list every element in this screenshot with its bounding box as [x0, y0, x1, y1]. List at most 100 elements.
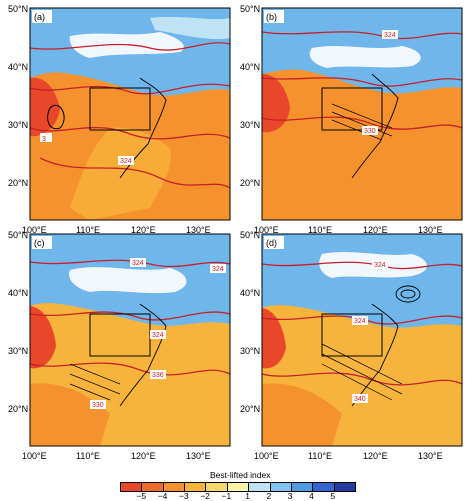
hatch: [321, 343, 403, 401]
lat-tick: 50°N: [8, 230, 28, 240]
unstable-region: [262, 74, 290, 133]
lon-tick: 110°E: [308, 225, 332, 235]
unstable-region: [30, 306, 56, 369]
panel-label-bg: [32, 236, 52, 249]
lon-tick: 130°E: [418, 451, 443, 461]
map-frame: [261, 7, 463, 221]
contour-label-bg: [352, 394, 368, 403]
lon-tick: 120°E: [363, 451, 388, 461]
lon-tick: 100°E: [254, 451, 279, 461]
panel-label: (b): [266, 12, 277, 22]
colorbar-tick-label: 1: [245, 491, 250, 501]
contour-label-bg: [40, 133, 52, 142]
colorbar-tick-label: −3: [178, 491, 189, 501]
panel-label-bg: [32, 10, 52, 23]
contour-label: 324: [152, 332, 164, 339]
red-contour-2: [29, 311, 231, 321]
lat-tick: 40°N: [8, 62, 28, 72]
colorbar-tick-label: −4: [157, 491, 168, 501]
map-frame: [261, 233, 463, 447]
panel-label-bg: [264, 10, 284, 23]
contour-label: 324: [212, 266, 224, 273]
stable-region: [309, 46, 421, 68]
contour-label: 324: [354, 318, 366, 325]
contour-label: 330: [364, 128, 376, 135]
study-area-box: [321, 87, 383, 131]
lon-tick: 120°E: [131, 225, 156, 235]
red-contour-2: [29, 83, 231, 95]
hatch: [69, 363, 121, 401]
panel-label-bg: [264, 236, 284, 249]
moderate-region: [70, 127, 171, 220]
study-area-box: [321, 313, 383, 357]
lon-tick: 110°E: [308, 451, 332, 461]
colorbar-tick-label: 5: [330, 491, 336, 501]
panel-a-map: (a) 3 324 50°N 40°N 30°N 20°N 100°E 110°…: [8, 4, 231, 235]
colorbar-swatch: [290, 483, 313, 491]
lat-tick: 40°N: [240, 288, 260, 298]
contour-label: 324: [374, 262, 386, 269]
lat-tick: 20°N: [240, 178, 260, 188]
colorbar-swatch: [269, 483, 291, 491]
colorbar-tick-label: −2: [200, 491, 210, 501]
colorbar-swatch: [184, 483, 206, 491]
contour-label: 324: [384, 32, 396, 39]
lon-tick: 100°E: [22, 451, 47, 461]
lon-tick: 100°E: [254, 225, 279, 235]
panel-d: (d) 324 324 340 50°N 40°N 30°N 20°N 100°…: [240, 226, 466, 464]
contour-label: 3: [42, 136, 46, 143]
colorbar-tick-label: −5: [136, 491, 147, 501]
lat-tick: 40°N: [8, 288, 28, 298]
colorbar-title: Best-lifted index: [210, 470, 271, 480]
orange-region: [30, 383, 110, 446]
contour-label: 340: [354, 396, 366, 403]
red-contour-3: [29, 362, 231, 376]
colorbar-swatch: [226, 483, 249, 491]
lon-tick: 110°E: [76, 225, 100, 235]
contour-label: 336: [152, 372, 164, 379]
contour-label: 324: [132, 260, 144, 267]
coastline: [351, 303, 399, 407]
red-contour-1: [29, 259, 231, 268]
colorbar-tick-label: 4: [309, 491, 314, 501]
red-contour-3: [261, 116, 463, 130]
light-blue-region: [150, 16, 230, 40]
colorbar: [120, 482, 356, 492]
red-contour-1: [261, 31, 463, 40]
black-contour: [47, 105, 65, 130]
panel-b-map: (b) 324 330 50°N 40°N 30°N 20°N 100°E 11…: [240, 4, 463, 235]
colorbar-swatch: [312, 483, 334, 491]
coastline: [351, 73, 399, 179]
coastline: [119, 303, 167, 407]
lon-tick: 130°E: [186, 225, 211, 235]
unstable-region: [262, 308, 286, 369]
lat-tick: 50°N: [240, 230, 260, 240]
orange-region: [262, 383, 342, 446]
red-contour-1: [29, 42, 231, 51]
contour-label-bg: [130, 258, 146, 267]
panel-c-map: (c) 324 324 324 336 330 50°N 40°N 30°N 2…: [8, 230, 231, 461]
colorbar-swatch: [205, 483, 227, 491]
lat-tick: 50°N: [240, 4, 260, 14]
lon-tick: 130°E: [418, 225, 443, 235]
contour-label-bg: [118, 156, 134, 165]
colorbar-swatch: [333, 483, 355, 491]
red-contour-3: [29, 126, 231, 140]
red-contour-4: [39, 157, 231, 189]
lat-tick: 20°N: [8, 178, 28, 188]
contour-label-bg: [362, 126, 378, 135]
colorbar-tick-label: −1: [221, 491, 232, 501]
contour-label-bg: [372, 260, 388, 269]
lat-tick: 30°N: [240, 120, 260, 130]
lat-tick: 30°N: [8, 120, 28, 130]
lat-tick: 30°N: [240, 346, 260, 356]
black-contour: [400, 289, 416, 299]
black-contour: [395, 285, 421, 303]
panel-label: (c): [34, 238, 45, 248]
red-contour-2: [261, 315, 463, 325]
map-frame: [29, 233, 231, 447]
colorbar-tick-label: 3: [287, 491, 293, 501]
contour-label-bg: [210, 264, 226, 273]
contour-label-bg: [150, 370, 166, 379]
lon-tick: 120°E: [131, 451, 156, 461]
